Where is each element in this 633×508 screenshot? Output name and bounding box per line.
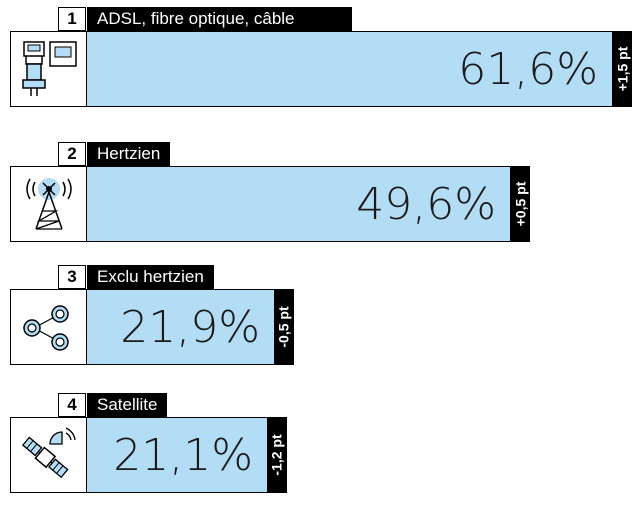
delta-label: -1,2 pt (269, 434, 286, 476)
value-label: 61,6% (458, 43, 598, 95)
rank-number: 3 (58, 265, 86, 289)
category-label: ADSL, fibre optique, câble (87, 7, 352, 31)
share-nodes-icon (10, 289, 87, 365)
delta-label: +1,5 pt (614, 46, 630, 92)
rank-number: 2 (58, 142, 86, 166)
delta-badge: +1,5 pt (612, 31, 632, 107)
rank-number: 4 (58, 393, 86, 417)
delta-label: +0,5 pt (512, 181, 528, 227)
value-label: 21,1% (113, 429, 253, 481)
chart-row-2: 2 Hertzien 49,6% +0,5 pt (0, 142, 633, 257)
chart-row-4: 4 Satellite 21,1% -1,2 pt (0, 393, 633, 508)
delta-badge: -1,2 pt (267, 417, 287, 493)
bar: 49,6% (87, 166, 510, 242)
antenna-tower-icon (10, 166, 87, 242)
chart-row-3: 3 Exclu hertzien 21,9% -0,5 pt (0, 265, 633, 380)
category-label: Satellite (87, 393, 168, 417)
bar: 21,1% (87, 417, 267, 493)
satellite-icon (10, 417, 87, 493)
delta-label: -0,5 pt (276, 306, 293, 348)
bar: 61,6% (87, 31, 612, 107)
bar: 21,9% (87, 289, 274, 365)
category-label: Hertzien (87, 142, 171, 166)
rank-number: 1 (58, 7, 86, 31)
delta-badge: -0,5 pt (274, 289, 294, 365)
router-adsl-icon (10, 31, 87, 107)
value-label: 49,6% (356, 178, 496, 230)
category-label: Exclu hertzien (87, 265, 214, 289)
value-label: 21,9% (120, 301, 260, 353)
delta-badge: +0,5 pt (510, 166, 530, 242)
chart-row-1: 1 ADSL, fibre optique, câble 61,6% +1,5 … (0, 7, 633, 122)
